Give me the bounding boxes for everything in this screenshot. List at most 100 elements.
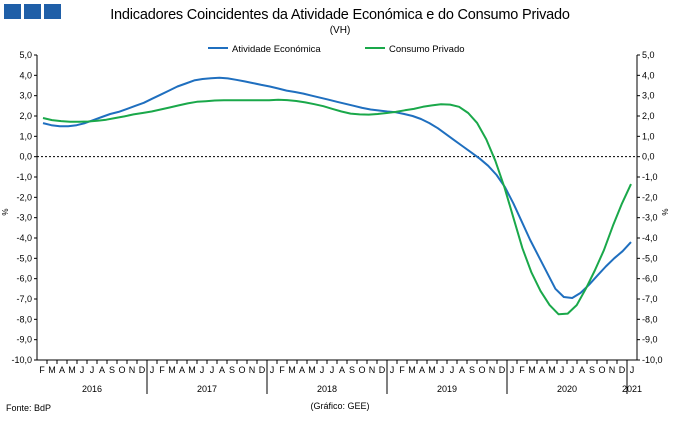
- y-tick-label-left: -3,0: [16, 213, 32, 223]
- x-year-label: 2019: [437, 384, 457, 394]
- x-month-label: J: [200, 365, 205, 375]
- x-month-label: F: [519, 365, 525, 375]
- y-tick-label-right: -3,0: [642, 213, 658, 223]
- x-month-label: M: [548, 365, 556, 375]
- x-month-label: J: [80, 365, 85, 375]
- x-month-label: F: [39, 365, 45, 375]
- x-month-label: J: [320, 365, 325, 375]
- y-axis-title-right: %: [661, 208, 670, 215]
- logo-block: [24, 4, 41, 19]
- x-month-label: J: [390, 365, 395, 375]
- x-month-label: A: [459, 365, 465, 375]
- y-tick-label-right: -2,0: [642, 192, 658, 202]
- x-month-label: F: [399, 365, 405, 375]
- chart-credit: (Gráfico: GEE): [310, 401, 370, 411]
- y-tick-label-left: 3,0: [19, 91, 32, 101]
- x-month-label: J: [560, 365, 565, 375]
- x-year-label: 2021: [622, 384, 642, 394]
- x-month-label: J: [330, 365, 335, 375]
- source-note: Fonte: BdP: [6, 403, 52, 413]
- x-month-label: S: [349, 365, 355, 375]
- y-tick-label-right: -6,0: [642, 274, 658, 284]
- y-tick-label-left: 5,0: [19, 50, 32, 60]
- x-month-label: M: [428, 365, 436, 375]
- y-tick-label-right: -4,0: [642, 233, 658, 243]
- y-tick-label-right: 0,0: [642, 152, 655, 162]
- y-tick-label-right: 5,0: [642, 50, 655, 60]
- x-year-label: 2016: [82, 384, 102, 394]
- x-month-label: S: [109, 365, 115, 375]
- y-tick-label-left: 2,0: [19, 111, 32, 121]
- y-tick-label-left: -9,0: [16, 335, 32, 345]
- y-axis-title-left: %: [1, 208, 10, 215]
- y-tick-label-right: -5,0: [642, 253, 658, 263]
- x-month-label: O: [478, 365, 485, 375]
- x-month-label: F: [279, 365, 285, 375]
- x-month-label: J: [440, 365, 445, 375]
- x-month-label: J: [210, 365, 215, 375]
- y-tick-label-right: -1,0: [642, 172, 658, 182]
- x-month-label: D: [379, 365, 386, 375]
- x-month-label: O: [358, 365, 365, 375]
- gee-logo: [4, 4, 61, 19]
- series-line-atividade: [42, 76, 632, 299]
- y-tick-label-left: -6,0: [16, 274, 32, 284]
- x-month-label: J: [90, 365, 95, 375]
- x-month-label: J: [450, 365, 455, 375]
- x-month-label: D: [139, 365, 146, 375]
- x-month-label: A: [339, 365, 345, 375]
- y-tick-label-left: -10,0: [11, 355, 32, 365]
- y-tick-label-left: -5,0: [16, 253, 32, 263]
- y-tick-label-left: 0,0: [19, 152, 32, 162]
- y-tick-label-right: -9,0: [642, 335, 658, 345]
- y-tick-label-left: 1,0: [19, 131, 32, 141]
- y-tick-label-left: -7,0: [16, 294, 32, 304]
- x-month-label: M: [288, 365, 296, 375]
- x-month-label: O: [238, 365, 245, 375]
- logo-block: [4, 4, 21, 19]
- x-month-label: D: [499, 365, 506, 375]
- chart-title: Indicadores Coincidentes da Atividade Ec…: [110, 7, 570, 23]
- x-month-label: M: [188, 365, 196, 375]
- x-month-label: M: [528, 365, 536, 375]
- y-tick-label-right: -10,0: [642, 355, 663, 365]
- y-tick-label-left: 4,0: [19, 70, 32, 80]
- x-month-label: A: [539, 365, 545, 375]
- x-month-label: N: [609, 365, 616, 375]
- series-line-consumo: [42, 98, 632, 316]
- x-month-label: S: [589, 365, 595, 375]
- x-month-label: J: [630, 365, 635, 375]
- x-month-label: N: [249, 365, 256, 375]
- x-month-label: S: [469, 365, 475, 375]
- x-month-label: M: [308, 365, 316, 375]
- y-tick-label-left: -8,0: [16, 314, 32, 324]
- x-month-label: A: [99, 365, 105, 375]
- logo-block: [44, 4, 61, 19]
- x-month-label: F: [159, 365, 165, 375]
- x-month-label: O: [598, 365, 605, 375]
- y-tick-label-left: -4,0: [16, 233, 32, 243]
- x-month-label: N: [129, 365, 136, 375]
- y-tick-label-right: 2,0: [642, 111, 655, 121]
- x-year-label: 2020: [557, 384, 577, 394]
- y-tick-label-left: -1,0: [16, 172, 32, 182]
- x-month-label: M: [408, 365, 416, 375]
- x-year-label: 2018: [317, 384, 337, 394]
- x-month-label: A: [179, 365, 185, 375]
- legend-label-consumo: Consumo Privado: [389, 44, 465, 55]
- x-month-label: A: [419, 365, 425, 375]
- x-month-label: M: [168, 365, 176, 375]
- x-month-label: A: [59, 365, 65, 375]
- x-month-label: N: [489, 365, 496, 375]
- chart-subtitle: (VH): [329, 25, 351, 36]
- legend-label-atividade: Atividade Económica: [232, 44, 321, 55]
- x-month-label: A: [219, 365, 225, 375]
- y-tick-label-right: 1,0: [642, 131, 655, 141]
- x-month-label: J: [510, 365, 515, 375]
- y-tick-label-right: 3,0: [642, 91, 655, 101]
- x-month-label: M: [48, 365, 56, 375]
- x-month-label: A: [579, 365, 585, 375]
- x-month-label: D: [259, 365, 266, 375]
- y-tick-label-left: -2,0: [16, 192, 32, 202]
